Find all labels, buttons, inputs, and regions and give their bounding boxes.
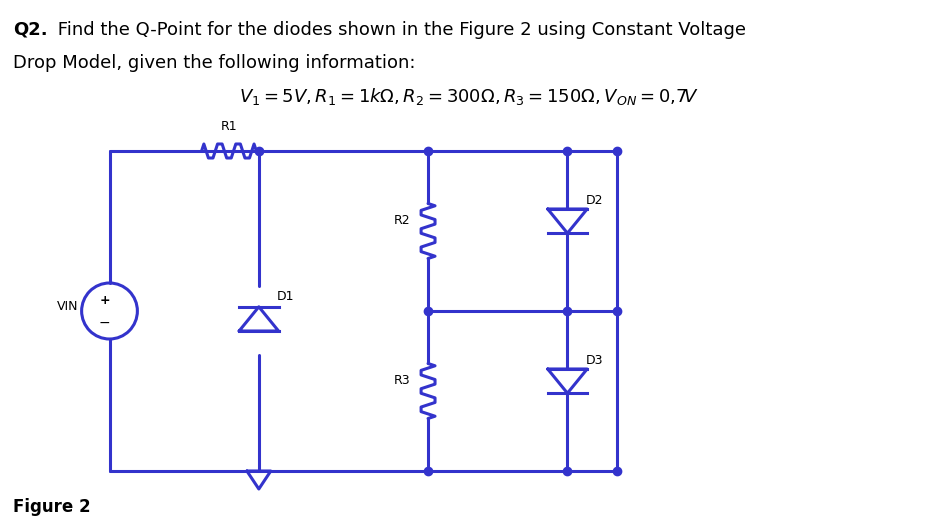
Text: Find the Q-Point for the diodes shown in the Figure 2 using Constant Voltage: Find the Q-Point for the diodes shown in… — [52, 21, 746, 39]
Text: D3: D3 — [585, 355, 603, 368]
Text: +: + — [99, 295, 110, 308]
Text: R1: R1 — [220, 120, 237, 133]
Text: Drop Model, given the following information:: Drop Model, given the following informat… — [13, 54, 415, 72]
Text: R2: R2 — [394, 215, 410, 228]
Text: VIN: VIN — [57, 299, 78, 312]
Text: −: − — [99, 316, 110, 330]
Text: D2: D2 — [585, 195, 603, 207]
Text: Figure 2: Figure 2 — [13, 498, 90, 516]
Text: D1: D1 — [277, 289, 294, 302]
Text: $V_1 = 5V, R_1 = 1k\Omega, R_2 = 300\Omega, R_3 = 150\Omega, V_{ON} = 0{,}7V$: $V_1 = 5V, R_1 = 1k\Omega, R_2 = 300\Ome… — [239, 86, 699, 107]
Text: R3: R3 — [394, 375, 410, 388]
Text: Q2.: Q2. — [13, 21, 47, 39]
